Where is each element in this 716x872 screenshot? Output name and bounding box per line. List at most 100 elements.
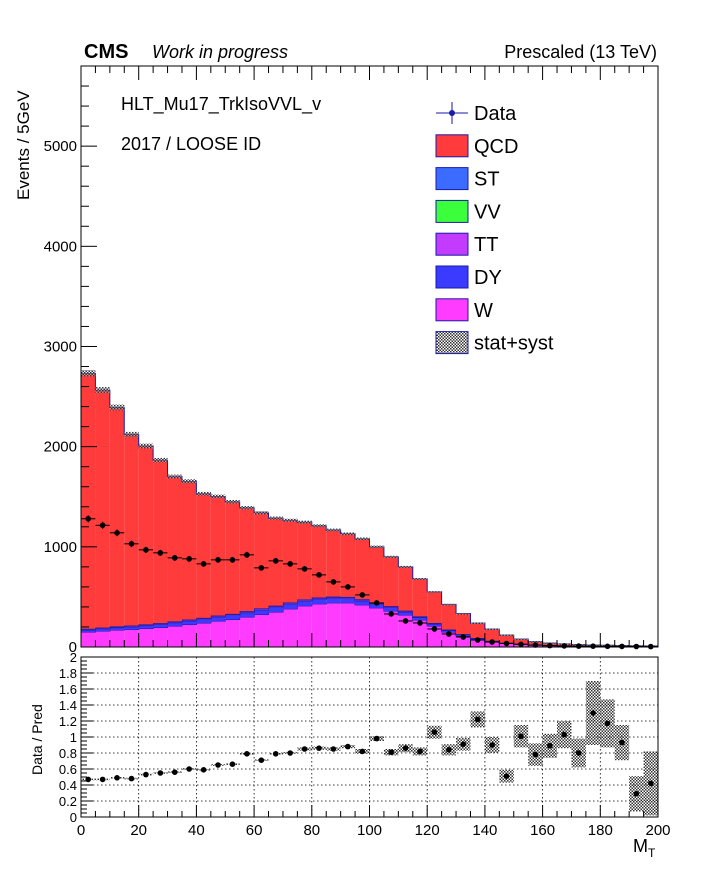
- data-points: [81, 515, 658, 650]
- data-point: [503, 640, 510, 647]
- ratio-point: [359, 748, 366, 755]
- data-point: [561, 643, 568, 649]
- main-y-axis-label: Events / 5GeV: [14, 90, 33, 200]
- bar-w: [268, 611, 283, 647]
- bar-dy: [109, 627, 125, 630]
- status-label: Work in progress: [152, 42, 288, 62]
- legend-entry-data: Data: [436, 102, 517, 125]
- band-bin: [326, 528, 341, 532]
- data-point: [604, 643, 611, 650]
- legend-entry-vv: VV: [435, 199, 501, 223]
- band-bin: [138, 443, 154, 449]
- trigger-annotation: HLT_Mu17_TrkIsoVVL_v: [121, 94, 321, 115]
- bar-w: [95, 630, 110, 647]
- bar-dy: [153, 624, 168, 628]
- ratio-y-tick-label: 2: [70, 650, 77, 665]
- band-bin: [355, 537, 370, 541]
- experiment-label: CMS: [84, 41, 128, 63]
- data-point: [417, 620, 423, 626]
- ratio-point: [330, 746, 337, 752]
- ratio-point: [417, 748, 423, 755]
- x-axis-title-subscript: T: [648, 846, 656, 860]
- bar-w: [398, 614, 413, 647]
- ratio-point: [345, 743, 351, 750]
- data-point: [85, 515, 92, 522]
- x-tick-label: 0: [77, 822, 85, 839]
- ratio-y-tick-label: 1.2: [59, 714, 77, 729]
- bar-w: [340, 602, 356, 647]
- band-bin: [254, 511, 269, 515]
- bar-qcd: [412, 578, 428, 617]
- bar-qcd: [311, 525, 327, 598]
- x-tick-label: 200: [645, 822, 670, 839]
- bar-w: [369, 607, 384, 647]
- legend-swatch-w: [435, 298, 469, 322]
- ratio-points: [85, 710, 654, 797]
- bar-tt: [326, 597, 341, 599]
- legend-swatch-qcd: [435, 134, 469, 158]
- bar-qcd: [167, 476, 182, 622]
- bar-dy: [282, 604, 298, 609]
- band-bin: [398, 565, 413, 568]
- ratio-point: [619, 739, 625, 746]
- bar-qcd: [196, 493, 211, 618]
- ratio-point: [114, 775, 120, 781]
- band-bin: [297, 520, 312, 524]
- bar-tt: [254, 609, 269, 611]
- data-point: [128, 541, 135, 547]
- x-tick-label: 20: [130, 822, 147, 839]
- band-bin: [427, 591, 442, 593]
- x-tick-label: 80: [303, 822, 320, 839]
- band-bin: [383, 555, 399, 558]
- ratio-point: [575, 750, 582, 756]
- band-bin: [412, 578, 428, 580]
- bar-tt: [297, 600, 312, 602]
- ratio-point: [647, 780, 654, 787]
- bar-w: [109, 629, 125, 647]
- data-point: [532, 642, 539, 648]
- ratio-point: [186, 766, 192, 772]
- data-point: [99, 522, 106, 529]
- data-point: [287, 561, 293, 567]
- data-point: [388, 611, 394, 617]
- legend-label: QCD: [474, 136, 518, 158]
- ratio-y-tick-label: 0.2: [59, 794, 77, 809]
- legend-entry-tt: TT: [435, 232, 498, 256]
- data-point: [575, 643, 582, 649]
- bar-dy: [81, 629, 96, 632]
- data-point: [431, 626, 438, 632]
- bar-qcd: [254, 512, 269, 609]
- legend-data-marker: [449, 110, 455, 116]
- ratio-y-tick-label: 1: [70, 730, 77, 745]
- legend-entry-st: ST: [435, 167, 500, 191]
- ratio-point: [171, 769, 178, 775]
- band-bin: [470, 622, 485, 625]
- x-tick-label: 40: [188, 822, 205, 839]
- legend-swatch-vv: [435, 199, 469, 223]
- bar-dy: [398, 611, 413, 615]
- ratio-point: [604, 720, 611, 727]
- bar-dy: [196, 619, 211, 623]
- stack-series-w: [81, 602, 658, 648]
- legend-swatch-dy: [435, 265, 469, 289]
- bar-w: [355, 604, 370, 647]
- x-tick-label: 160: [530, 822, 555, 839]
- bar-w: [311, 603, 327, 647]
- bar-w: [441, 631, 457, 647]
- y-tick-label: 3000: [44, 338, 77, 355]
- data-point: [272, 558, 279, 564]
- ratio-grid: [81, 657, 658, 817]
- y-tick-label: 0: [69, 639, 77, 656]
- ratio-point: [532, 751, 539, 758]
- ratio-point: [402, 745, 409, 751]
- data-point: [633, 643, 640, 650]
- ratio-point: [373, 735, 380, 742]
- bar-qcd: [355, 538, 370, 600]
- bar-w: [153, 627, 168, 647]
- data-point: [547, 642, 553, 649]
- ratio-point: [561, 731, 568, 738]
- bar-dy: [268, 607, 283, 612]
- band-bin: [167, 474, 182, 479]
- legend-band-swatch: [435, 331, 469, 355]
